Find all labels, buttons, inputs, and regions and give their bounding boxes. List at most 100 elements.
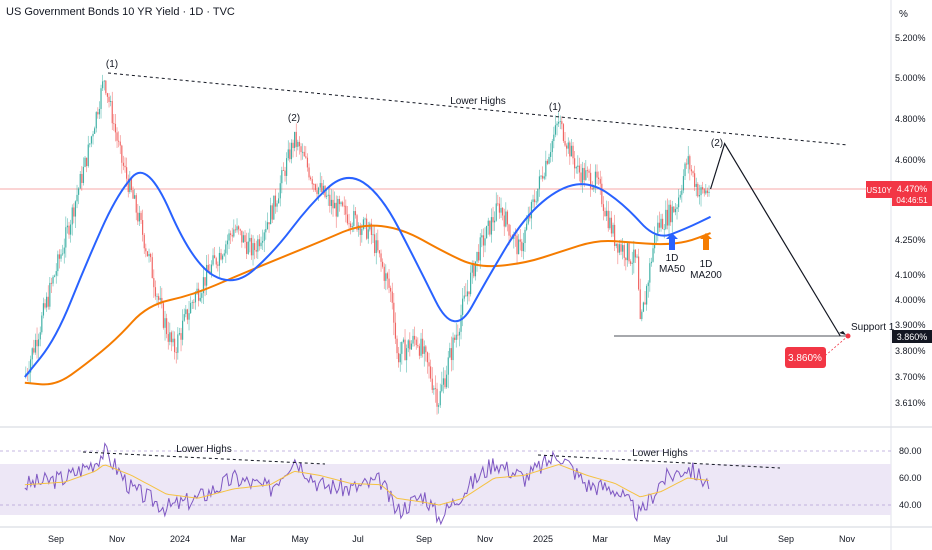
candle — [108, 92, 110, 108]
candle — [401, 341, 403, 365]
candle — [583, 162, 585, 188]
candle — [86, 157, 88, 173]
candle — [106, 92, 109, 103]
time-axis[interactable]: Sep Nov 2024 Mar May Jul Sep Nov 2025 Mar May Jul Se… — [48, 534, 856, 544]
candle — [262, 229, 264, 250]
candle — [146, 250, 149, 257]
candle — [239, 228, 241, 236]
candle — [263, 229, 265, 253]
candle — [423, 340, 425, 367]
candle — [356, 213, 358, 232]
peak-2-left-label: (2) — [288, 113, 300, 124]
candle — [337, 195, 339, 218]
candle — [654, 226, 656, 254]
candle — [158, 293, 160, 308]
candle — [572, 141, 574, 165]
candle — [140, 210, 142, 225]
candle — [644, 291, 646, 305]
candle — [270, 197, 272, 225]
candle — [479, 233, 481, 269]
candle — [524, 227, 526, 253]
candle — [681, 184, 683, 203]
candle — [537, 188, 539, 204]
price-tick-label: 4.800% — [895, 114, 926, 124]
ma50-line[interactable] — [24, 171, 711, 378]
candle — [313, 182, 315, 193]
candle — [300, 143, 302, 161]
candle — [89, 142, 91, 148]
candle — [687, 146, 689, 174]
candle — [151, 252, 153, 279]
candle — [222, 253, 224, 264]
candle — [185, 305, 187, 318]
candle — [318, 186, 320, 202]
candle — [553, 126, 555, 149]
candle — [684, 162, 686, 180]
ma200-line[interactable] — [24, 224, 711, 386]
projection-path[interactable] — [709, 142, 841, 337]
candle — [250, 234, 253, 260]
candle — [335, 195, 337, 228]
candle — [306, 153, 309, 172]
time-tick-label: Mar — [230, 534, 246, 544]
ma50-label-line1: 1D — [666, 253, 679, 264]
candle — [71, 204, 73, 236]
candle — [198, 282, 200, 307]
candle — [431, 367, 433, 394]
candle — [204, 277, 206, 297]
candle — [510, 224, 512, 239]
candle — [457, 324, 459, 340]
candle — [281, 166, 283, 194]
candle — [409, 332, 411, 357]
candle — [41, 312, 43, 335]
rsi-lower-highs-trendline-right[interactable] — [537, 454, 781, 469]
candle — [404, 329, 406, 361]
candle — [98, 101, 101, 119]
candle — [74, 200, 77, 229]
candle — [249, 228, 251, 253]
price-axis[interactable]: 5.200% 5.000% 4.800% 4.600% 4.250% 4.100% 4.00… — [895, 33, 926, 408]
candle — [465, 283, 467, 297]
candle — [378, 250, 381, 258]
candle — [121, 144, 123, 174]
candle — [439, 383, 441, 408]
candle — [407, 339, 409, 353]
candle — [556, 121, 558, 136]
candle — [430, 359, 432, 382]
candle — [466, 279, 469, 305]
candle — [119, 135, 121, 155]
candle — [305, 146, 307, 159]
candle — [46, 292, 48, 312]
ma200-arrow-icon — [700, 233, 712, 250]
candle — [625, 257, 627, 271]
candle — [118, 131, 120, 148]
candle — [551, 138, 553, 162]
lower-highs-trendline[interactable] — [107, 72, 849, 146]
candle — [519, 228, 521, 251]
candle — [358, 222, 360, 237]
candle — [679, 190, 681, 200]
target-badge: 3.860% — [785, 347, 826, 368]
candle — [159, 286, 161, 305]
candle — [386, 271, 389, 290]
time-tick-label: Jul — [716, 534, 728, 544]
candle — [33, 339, 35, 355]
candle — [382, 258, 384, 269]
candle — [258, 234, 261, 251]
candle — [215, 256, 217, 269]
candle — [642, 301, 645, 313]
candle — [623, 241, 625, 267]
candle — [366, 213, 368, 241]
rsi-ma-line[interactable] — [24, 464, 709, 506]
rsi-lower-highs-trendline-left[interactable] — [82, 451, 326, 465]
candle — [254, 238, 256, 260]
candle — [406, 344, 408, 373]
candle — [692, 170, 694, 178]
rsi-line[interactable] — [24, 442, 710, 526]
candle — [676, 204, 678, 220]
candle — [252, 235, 254, 266]
rsi-axis[interactable]: 80.00 60.00 40.00 — [899, 446, 922, 510]
candle — [542, 166, 544, 182]
